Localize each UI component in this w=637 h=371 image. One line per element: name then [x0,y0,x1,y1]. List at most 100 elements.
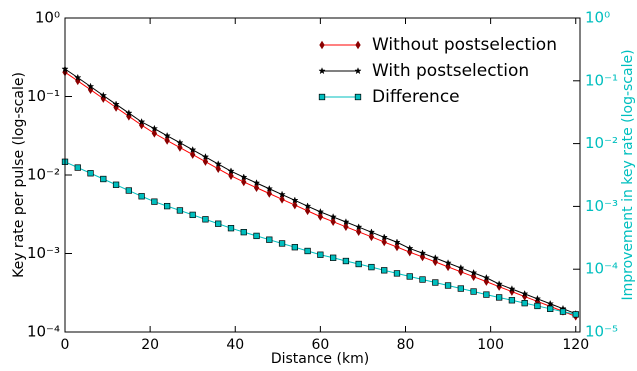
data-point [228,171,234,181]
data-point [316,207,325,216]
data-point [534,302,541,310]
data-point [521,300,528,307]
data-point [329,254,337,261]
data-point [164,136,170,145]
data-point [394,242,400,252]
data-point [329,213,337,221]
data-point [495,280,503,288]
data-point [330,217,336,226]
data-point [317,251,324,258]
data-point [405,244,414,252]
data-point [470,288,477,295]
data-point [354,223,363,231]
data-point [559,308,567,315]
data-point [240,173,248,181]
y2-axis-label: Improvement in key rate (log-scale) [620,49,636,300]
legend-marker [354,67,362,75]
data-point [368,263,375,271]
x-tick-label: 120 [562,337,589,353]
data-point [291,196,299,204]
data-point [444,282,452,289]
data-point [444,259,452,267]
data-point [125,187,132,194]
data-point [342,218,350,226]
data-point [176,138,184,146]
data-point [176,207,184,214]
y2-tick-label: 10⁻¹ [585,71,618,89]
data-point [253,183,260,193]
legend-marker [355,40,361,50]
data-point [163,202,171,210]
data-point [151,198,158,205]
data-point [355,260,362,268]
y-tick-label: 10⁻¹ [27,87,60,105]
data-point [241,177,247,187]
data-point [279,195,285,204]
data-point [418,249,427,257]
data-point [125,109,133,117]
data-point [227,167,235,175]
data-point [201,152,210,161]
data-point [214,160,222,168]
series-line [64,161,576,315]
data-point [432,279,439,286]
data-point [151,129,158,138]
data-point [431,254,440,262]
x-tick-label: 100 [477,337,504,353]
data-point [266,236,273,243]
data-point [304,247,311,255]
y-tick-label: 10⁻⁴ [27,323,60,341]
data-point [303,202,312,210]
legend-label: Without postselection [372,35,557,55]
legend-label: Difference [372,87,460,107]
y-tick-label: 10⁰ [35,9,60,27]
data-point [419,276,426,283]
x-tick-label: 60 [311,337,329,353]
x-tick-label: 0 [61,337,70,353]
data-point [367,228,376,236]
data-point [381,237,387,247]
y-axis-label: Key rate per pulse (log-scale) [11,72,27,278]
data-point [137,117,146,126]
y2-tick-label: 10⁰ [585,9,610,27]
data-point [112,181,120,188]
data-point [74,73,82,81]
data-point [74,164,81,171]
data-point [342,257,350,265]
data-point [483,291,490,298]
data-point [190,150,196,159]
data-point [265,184,274,192]
data-point [99,91,108,99]
data-point [393,238,401,246]
data-point [266,189,272,198]
data-point [469,268,478,277]
data-point [292,200,298,210]
y-tick-label: 10⁻² [27,166,60,184]
data-point [520,289,529,298]
data-point [572,311,579,318]
data-point [546,299,554,307]
data-point [457,263,465,272]
data-point [215,220,222,227]
y-tick-label: 10⁻³ [27,244,60,262]
data-point [240,229,247,236]
data-point [202,216,209,223]
data-point [343,222,349,232]
plot-frame [64,17,581,333]
data-point [100,175,107,183]
data-point [406,273,413,280]
data-point [547,305,554,312]
legend-marker [318,67,326,75]
data-point [533,294,542,302]
data-point [495,294,503,301]
data-point [380,233,388,241]
data-point [177,143,183,152]
y2-tick-label: 10⁻⁵ [585,323,618,341]
x-tick-label: 20 [141,337,159,353]
x-tick-label: 40 [226,337,244,353]
series-line [64,68,576,315]
y2-tick-label: 10⁻⁴ [585,260,618,278]
data-point [86,82,95,90]
